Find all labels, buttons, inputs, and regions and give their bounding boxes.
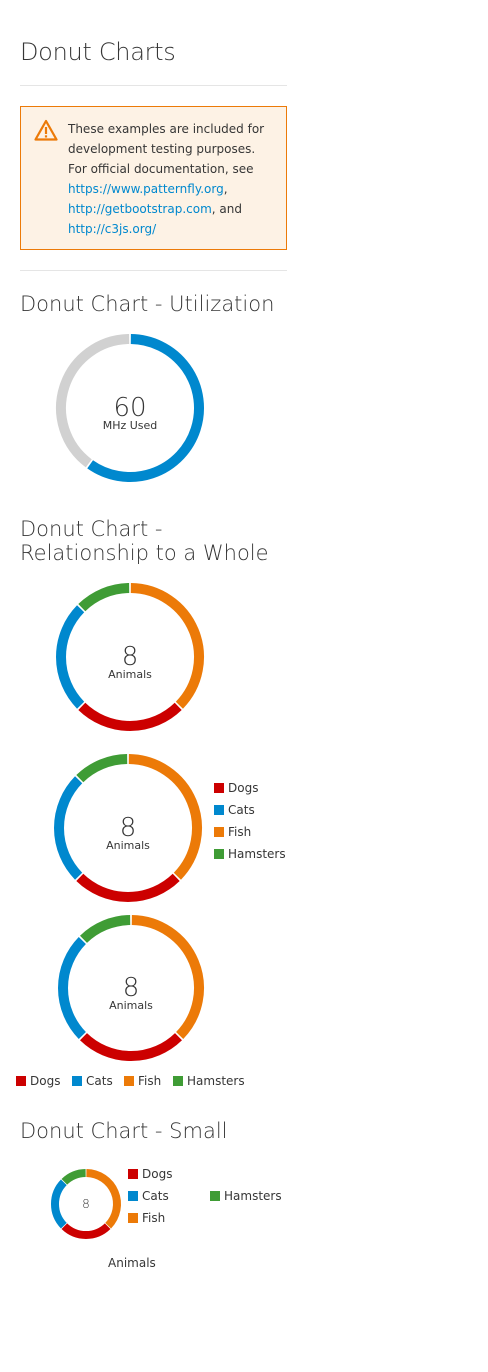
donut-slice-dogs[interactable] — [76, 873, 180, 902]
legend-label: Fish — [138, 1074, 162, 1088]
legend-item-fish[interactable]: Fish — [128, 1211, 165, 1225]
legend-swatch — [214, 805, 224, 815]
legend-label: Hamsters — [224, 1189, 282, 1203]
donut-slice-cats[interactable] — [56, 605, 85, 709]
donut-slice-fish[interactable] — [128, 754, 202, 880]
donut-center-label: Animals — [109, 999, 153, 1012]
divider — [20, 270, 287, 271]
alert-text: These examples are included for developm… — [68, 122, 265, 176]
donut-slice-dogs[interactable] — [80, 1032, 182, 1061]
legend-swatch — [214, 783, 224, 793]
legend-item-dogs[interactable]: Dogs — [16, 1074, 60, 1088]
bootstrap-link[interactable]: http://getbootstrap.com — [68, 202, 212, 216]
page-title: Donut Charts — [20, 38, 176, 66]
donut-center-label: Animals — [106, 839, 150, 852]
alert-separator: , and — [211, 202, 242, 216]
donut-center-value: 8 — [120, 813, 137, 843]
donut-slice-dogs[interactable] — [61, 1223, 111, 1239]
patternfly-link[interactable]: https://www.patternfly.org — [68, 182, 224, 196]
c3js-link[interactable]: http://c3js.org/ — [68, 222, 157, 236]
legend-item-dogs[interactable]: Dogs — [214, 781, 258, 795]
legend-label: Fish — [142, 1211, 166, 1225]
alert-message: These examples are included for developm… — [68, 119, 274, 239]
warning-alert: These examples are included for developm… — [20, 106, 287, 250]
donut-center-value: 8 — [122, 642, 139, 672]
legend-label: Hamsters — [228, 847, 286, 861]
legend-item-cats[interactable]: Cats — [128, 1189, 169, 1203]
section-heading-relationship: Donut Chart - Relationship to a Whole — [20, 517, 269, 565]
legend-item-dogs[interactable]: Dogs — [128, 1167, 172, 1181]
legend-item-fish[interactable]: Fish — [214, 825, 251, 839]
legend-swatch — [210, 1191, 220, 1201]
donut-slice-cats[interactable] — [58, 937, 87, 1039]
legend-label: Hamsters — [187, 1074, 245, 1088]
legend-item-hamsters[interactable]: Hamsters — [214, 847, 286, 861]
alert-separator: , — [223, 182, 228, 196]
legend-swatch — [124, 1076, 134, 1086]
donut-slice-available[interactable] — [56, 334, 130, 468]
legend-swatch — [128, 1169, 138, 1179]
legend-label: Dogs — [228, 781, 259, 795]
legend-swatch — [173, 1076, 183, 1086]
section-heading-utilization: Donut Chart - Utilization — [20, 292, 275, 316]
legend-swatch — [214, 849, 224, 859]
legend-label: Dogs — [142, 1167, 173, 1181]
donut-slice-hamsters[interactable] — [61, 1169, 86, 1185]
legend-swatch — [16, 1076, 26, 1086]
legend-label: Cats — [142, 1189, 169, 1203]
donut-slice-fish[interactable] — [86, 1169, 121, 1229]
section-heading-small: Donut Chart - Small — [20, 1119, 228, 1143]
donut-slice-cats[interactable] — [51, 1179, 67, 1229]
legend-label: Dogs — [30, 1074, 61, 1088]
donut-center-value: 60 — [113, 393, 146, 423]
donut-slice-fish[interactable] — [130, 583, 204, 709]
legend-label: Fish — [228, 825, 252, 839]
donut-center-value: 8 — [123, 973, 140, 1003]
legend-label: Cats — [86, 1074, 113, 1088]
legend-swatch — [214, 827, 224, 837]
legend-label: Cats — [228, 803, 255, 817]
legend-item-cats[interactable]: Cats — [214, 803, 255, 817]
donut-center-value: 8 — [82, 1197, 90, 1211]
legend-swatch — [128, 1213, 138, 1223]
legend-item-hamsters[interactable]: Hamsters — [210, 1189, 282, 1203]
donut-center-label: MHz Used — [103, 419, 158, 432]
legend-item-hamsters[interactable]: Hamsters — [173, 1074, 245, 1088]
donut-chart-small: 8 — [51, 1169, 121, 1239]
donut-slice-used[interactable] — [87, 334, 204, 482]
donut-slice-hamsters[interactable] — [80, 915, 131, 944]
donut-center-label: Animals — [108, 668, 152, 681]
divider — [20, 85, 287, 86]
warning-triangle-icon — [34, 119, 58, 141]
legend-item-fish[interactable]: Fish — [124, 1074, 161, 1088]
legend-swatch — [128, 1191, 138, 1201]
donut-center-label: Animals — [108, 1256, 156, 1270]
legend-swatch — [72, 1076, 82, 1086]
donut-slice-cats[interactable] — [54, 776, 83, 880]
donut-slice-hamsters[interactable] — [76, 754, 128, 783]
donut-slice-hamsters[interactable] — [78, 583, 130, 612]
donut-slice-fish[interactable] — [131, 915, 204, 1039]
donut-slice-dogs[interactable] — [78, 702, 182, 731]
legend-item-cats[interactable]: Cats — [72, 1074, 113, 1088]
